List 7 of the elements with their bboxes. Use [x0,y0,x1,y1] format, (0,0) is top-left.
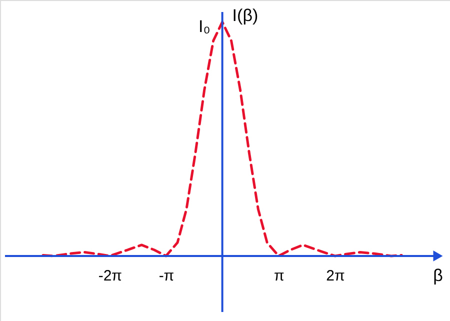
annotation: I₀ [198,16,210,36]
x-tick-label: π [274,267,284,284]
x-tick-label: -2π [98,267,122,284]
x-tick-label: -π [158,267,174,284]
x-axis-title: β [433,266,444,285]
y-axis-title: I(β) [232,6,258,25]
x-tick-label: 2π [326,267,345,284]
